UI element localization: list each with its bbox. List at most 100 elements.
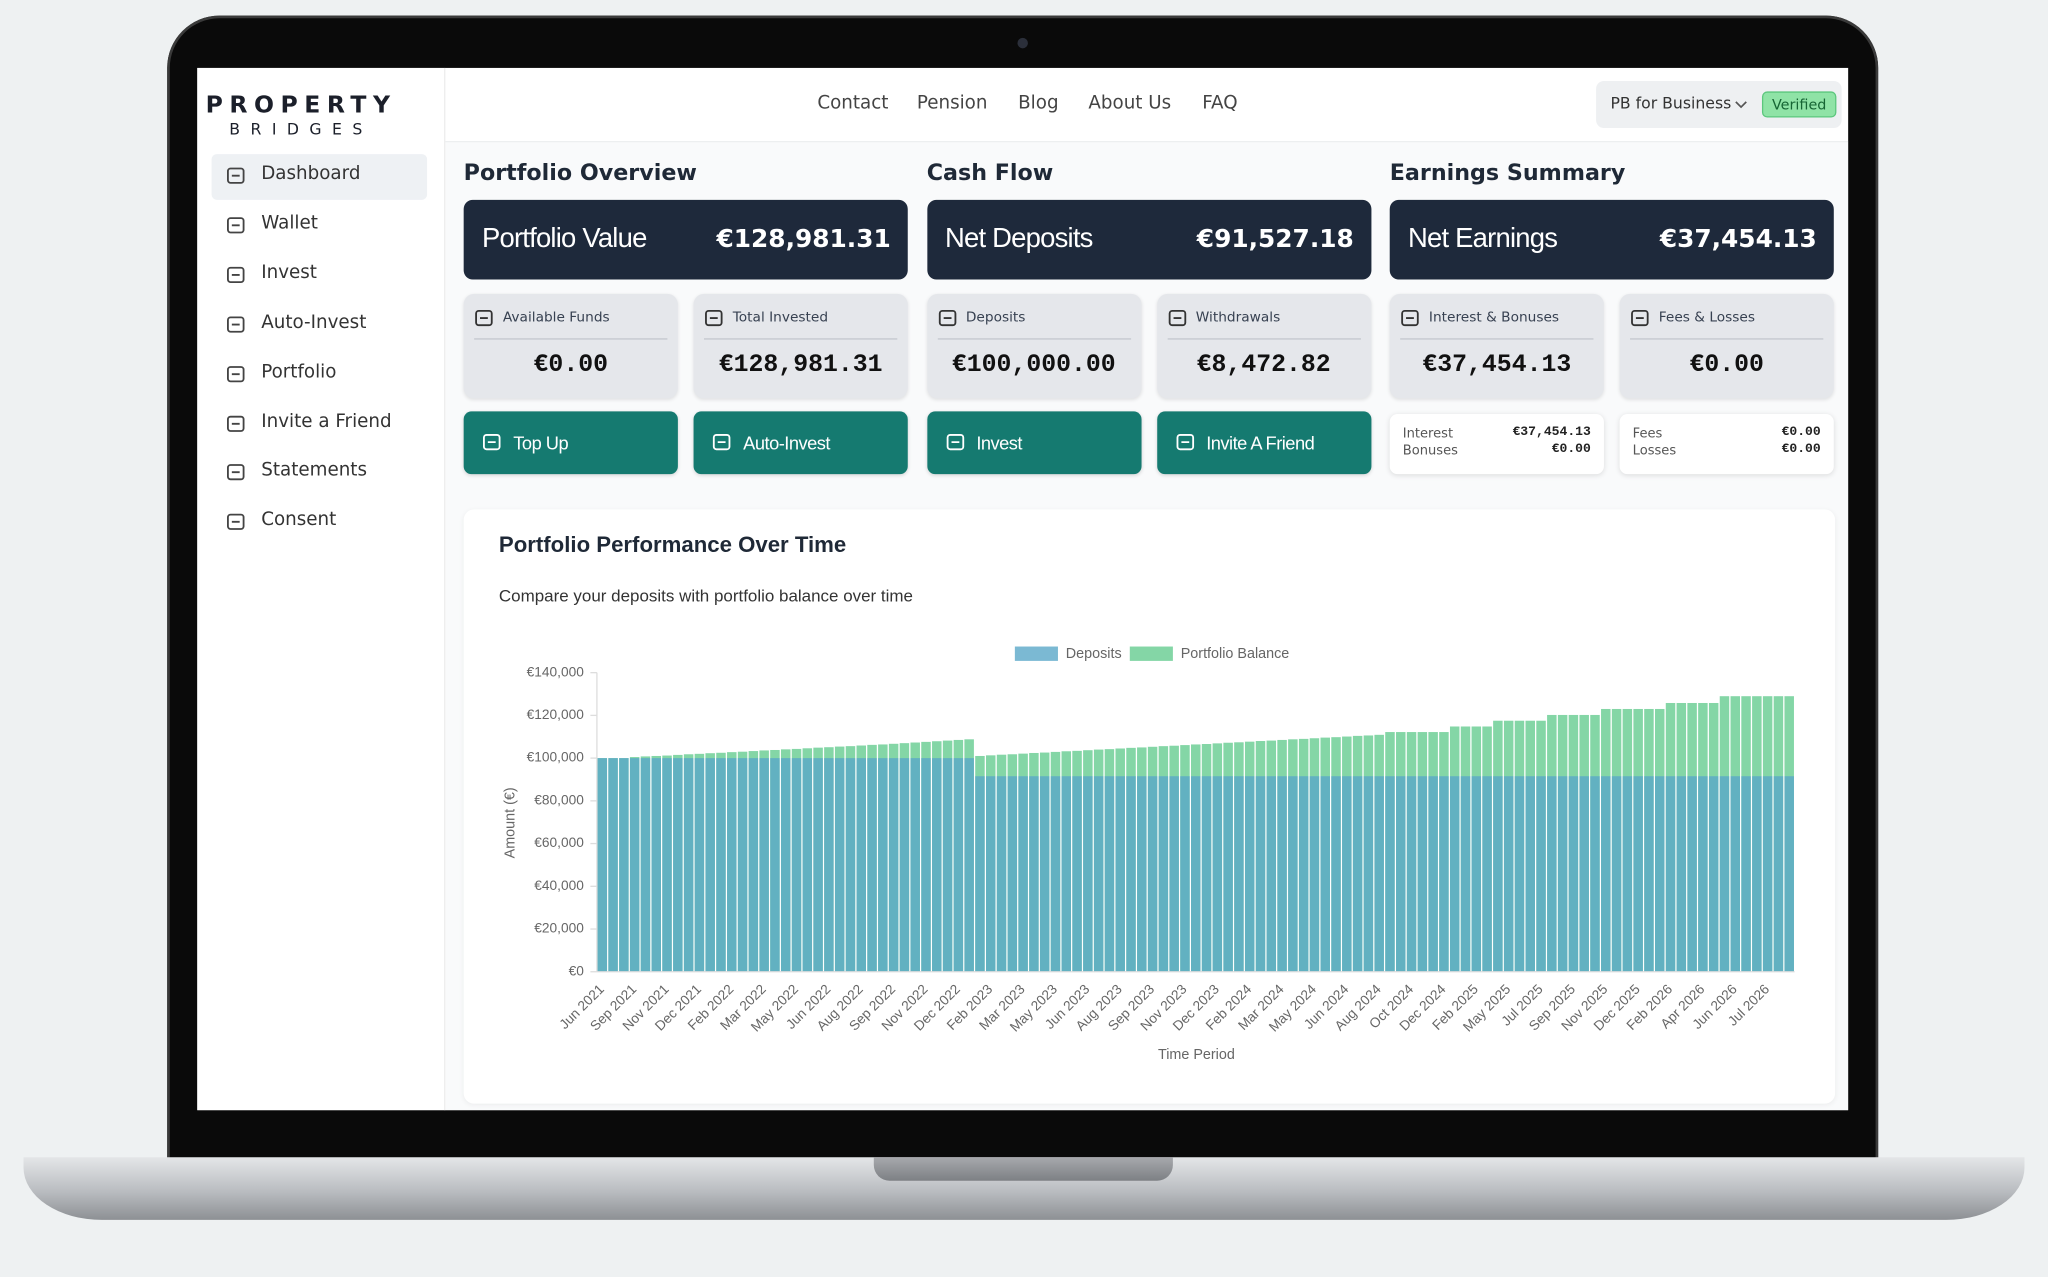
bar bbox=[1428, 776, 1438, 972]
stat-label: Available Funds bbox=[502, 309, 610, 326]
account-menu[interactable]: PB for Business Verified bbox=[1596, 80, 1842, 128]
sidebar-item[interactable]: Auto-Invest bbox=[261, 311, 367, 333]
bar bbox=[1482, 776, 1492, 972]
icon bbox=[227, 464, 245, 481]
bar bbox=[1137, 776, 1147, 972]
sidebar-item[interactable]: Statements bbox=[261, 460, 367, 482]
bar bbox=[1611, 776, 1622, 972]
account-name[interactable]: PB for Business bbox=[1610, 94, 1732, 113]
sidebar-item[interactable]: Wallet bbox=[261, 212, 318, 234]
bar bbox=[1331, 776, 1341, 972]
bar bbox=[1115, 776, 1125, 972]
summary-label: Portfolio Value bbox=[481, 223, 647, 254]
action-button[interactable]: Auto-Invest bbox=[693, 411, 908, 475]
bar bbox=[1439, 776, 1449, 972]
bar bbox=[705, 758, 715, 972]
section-title: Earnings Summary bbox=[1389, 160, 1626, 187]
action-button[interactable]: Invest bbox=[926, 411, 1141, 475]
bar bbox=[1654, 776, 1665, 972]
nav-link[interactable]: About Us bbox=[1088, 92, 1172, 114]
bar bbox=[1665, 776, 1676, 972]
x-axis-title: Time Period bbox=[1158, 1047, 1235, 1063]
stat-card: Withdrawals €8,472.82 bbox=[1156, 293, 1371, 399]
verified-badge: Verified bbox=[1761, 91, 1837, 118]
nav-link[interactable]: Pension bbox=[916, 92, 988, 114]
nav-link[interactable]: Blog bbox=[1018, 92, 1059, 114]
bar bbox=[683, 758, 694, 972]
bar bbox=[673, 758, 683, 972]
bar bbox=[748, 758, 759, 972]
y-tick-label: €40,000 bbox=[534, 878, 584, 893]
y-tick-label: €80,000 bbox=[534, 792, 584, 807]
bar bbox=[910, 758, 920, 972]
bar bbox=[1396, 776, 1406, 972]
bar bbox=[1676, 776, 1687, 972]
bar bbox=[1557, 776, 1568, 972]
stat-value: €128,981.31 bbox=[718, 350, 883, 379]
bar bbox=[1493, 776, 1503, 972]
action-button[interactable]: Invite A Friend bbox=[1156, 411, 1371, 475]
bar bbox=[1255, 776, 1266, 972]
bar bbox=[1277, 776, 1287, 972]
camera bbox=[1017, 37, 1028, 49]
sidebar-item[interactable]: Dashboard bbox=[261, 163, 361, 185]
button-label[interactable]: Auto-Invest bbox=[743, 432, 830, 454]
action-button[interactable]: Top Up bbox=[463, 411, 678, 475]
stat-value: €37,454.13 bbox=[1422, 350, 1572, 379]
stat-card: Fees & Losses €0.00 bbox=[1619, 293, 1834, 399]
bar bbox=[1018, 776, 1028, 972]
bar bbox=[597, 758, 608, 972]
icon bbox=[938, 309, 956, 327]
bar bbox=[1093, 776, 1104, 972]
stat-label: Withdrawals bbox=[1195, 309, 1281, 326]
bar bbox=[1514, 776, 1525, 972]
bar bbox=[921, 758, 931, 972]
icon bbox=[227, 217, 245, 234]
bar bbox=[1104, 776, 1115, 972]
stat-divider bbox=[1400, 338, 1594, 340]
bar bbox=[953, 758, 964, 972]
bar bbox=[899, 758, 910, 972]
stat-divider bbox=[474, 338, 668, 340]
button-label[interactable]: Top Up bbox=[513, 432, 569, 454]
bar bbox=[791, 758, 802, 972]
bar bbox=[1309, 776, 1320, 972]
icon bbox=[475, 309, 493, 327]
bar bbox=[985, 776, 996, 972]
bar bbox=[1083, 776, 1093, 972]
bar bbox=[1579, 776, 1589, 972]
bar bbox=[1741, 776, 1751, 972]
button-label[interactable]: Invite A Friend bbox=[1206, 432, 1315, 454]
chart: Portfolio Performance Over Time Compare … bbox=[499, 532, 1795, 1063]
bar bbox=[1298, 776, 1309, 972]
bar bbox=[856, 758, 867, 972]
chevron bbox=[1735, 101, 1747, 109]
bar bbox=[1158, 776, 1169, 972]
icon bbox=[705, 309, 723, 327]
sidebar-item[interactable]: Consent bbox=[261, 509, 337, 531]
bar bbox=[1471, 776, 1482, 972]
legend-swatch bbox=[1129, 646, 1173, 661]
detail-value: €0.00 bbox=[1781, 425, 1821, 441]
nav-link[interactable]: Contact bbox=[817, 92, 889, 114]
bar bbox=[1050, 776, 1061, 972]
legend-swatch bbox=[1014, 646, 1058, 661]
sidebar-item[interactable]: Invite a Friend bbox=[261, 410, 392, 432]
icon bbox=[1168, 309, 1186, 327]
legend-label: Deposits bbox=[1066, 646, 1122, 662]
bar bbox=[1039, 776, 1050, 972]
icon bbox=[227, 316, 245, 333]
sidebar-item[interactable]: Portfolio bbox=[261, 361, 337, 383]
bar bbox=[1568, 776, 1579, 972]
summary-card: Net Deposits €91,527.18 bbox=[926, 199, 1371, 280]
bar bbox=[1320, 776, 1330, 972]
button-label[interactable]: Invest bbox=[976, 432, 1022, 454]
bar bbox=[932, 758, 942, 972]
sidebar-item[interactable]: Invest bbox=[261, 262, 317, 284]
stat-divider bbox=[1167, 338, 1361, 340]
stat-value: €100,000.00 bbox=[951, 350, 1116, 379]
section-title: Cash Flow bbox=[926, 160, 1054, 187]
bar bbox=[1191, 776, 1201, 972]
header-divider bbox=[445, 141, 1849, 143]
nav-link[interactable]: FAQ bbox=[1202, 92, 1238, 114]
